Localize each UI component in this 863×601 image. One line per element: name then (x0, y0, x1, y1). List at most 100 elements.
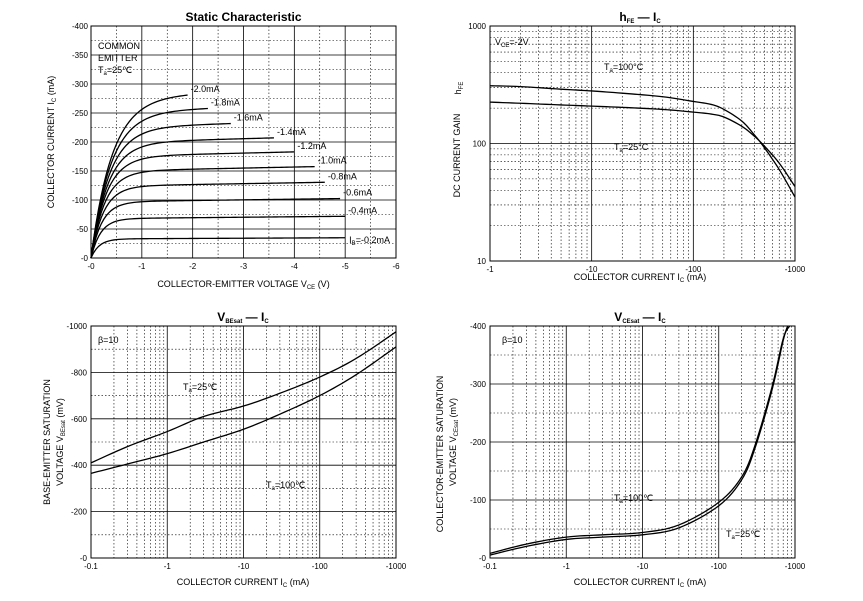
subscript: a (189, 388, 193, 394)
x-tick-label: -100 (685, 265, 702, 274)
label-part: V (217, 310, 225, 324)
label-part: V (614, 310, 622, 324)
x-tick-label: -0 (87, 262, 95, 271)
y-axis-label-line1: COLLECTOR-EMITTER SATURATION (435, 376, 445, 533)
chart-title: VBEsat — IC (217, 310, 269, 325)
x-tick-label: -0.1 (84, 562, 98, 571)
subscript: C (264, 319, 269, 325)
curve-ib--1.4mA (90, 137, 275, 259)
x-tick-label: -4 (291, 262, 299, 271)
vbesat-ic-chart: -0.1 -1 -10 -100 -1000 -0 -200 -400 -600 -800 -100… (42, 310, 407, 589)
label-part: COLLECTOR-EMITTER VOLTAGE V (157, 279, 307, 289)
y-tick-label: -200 (470, 438, 487, 447)
label-part: h (453, 89, 463, 94)
x-tick-label: -10 (637, 562, 649, 571)
y-tick-label: -300 (72, 80, 89, 89)
plot-frame (489, 325, 796, 559)
subscript: C (283, 583, 288, 589)
vcesat-ic-chart: -0.1 -1 -10 -100 -1000-0-100-200-300-400VCEs… (435, 310, 806, 589)
y-axis-symbol: hFE (453, 82, 465, 95)
label-part: =100℃ (623, 493, 653, 503)
label-part: T (726, 529, 732, 539)
curve-label: -1.2mA (297, 141, 326, 151)
x-tick-label: -1 (486, 265, 494, 274)
label-part: COLLECTOR CURRENT I (177, 577, 283, 587)
curve-label: IB=-0.2mA (349, 235, 390, 247)
label-part: (mA) (684, 577, 706, 587)
curve-ib--0.2mA (90, 237, 346, 259)
label-part: T (183, 382, 189, 392)
x-tick-label: -10 (586, 265, 598, 274)
label-part: T (98, 65, 104, 75)
static-characteristic-chart: -0 -1 -2 -3 -4 -5 -6 -0 -50 -100 -150 -200 -250 -300 -… (46, 10, 400, 291)
label-part: =25°C (623, 142, 649, 152)
x-axis-label: COLLECTOR CURRENT IC (mA) (574, 577, 707, 589)
x-axis-label: COLLECTOR CURRENT IC (mA) (574, 272, 707, 284)
curve-label: -1.6mA (234, 113, 263, 123)
x-tick-label: -1 (563, 562, 571, 571)
curve-label: -1.0mA (318, 156, 347, 166)
subscript: FE (459, 82, 465, 90)
curve-Ta=100℃ (489, 325, 789, 556)
label-part: =100℃ (275, 480, 305, 490)
annotation-temp: Ta=25℃ (98, 65, 132, 77)
y-tick-label: -800 (71, 368, 88, 377)
curve-label: -2.0mA (191, 84, 220, 94)
subscript: BEsat (61, 420, 67, 436)
chart-title: VCEsat — IC (614, 310, 666, 325)
y-tick-label: -100 (470, 496, 487, 505)
label-part: (mA) (287, 577, 309, 587)
curve-Ta=100℃ (90, 346, 397, 474)
curve-ib--0.4mA (90, 215, 346, 259)
label-part: I (349, 235, 352, 245)
curve-label: Ta=25℃ (183, 382, 217, 394)
curve-ib--2.0mA (90, 94, 188, 259)
x-tick-label: -5 (342, 262, 350, 271)
curve-Ta=25℃ (489, 101, 796, 187)
y-tick-label: -0 (81, 254, 89, 263)
label-part: (mV) (448, 398, 458, 420)
plot-frame (90, 325, 397, 559)
x-tick-label: -0.1 (483, 562, 497, 571)
chart-title: hFE — IC (619, 10, 661, 25)
label-part: I (658, 310, 661, 324)
label-part: =-0.2mA (356, 235, 390, 245)
curve-label: Ta=25°C (614, 142, 649, 154)
plot-frame (90, 25, 397, 259)
x-tick-label: -2 (189, 262, 197, 271)
y-tick-label: -50 (76, 225, 88, 234)
y-tick-label: -300 (470, 380, 487, 389)
y-tick-label: 100 (473, 140, 487, 149)
label-part: VOLTAGE V (448, 436, 458, 486)
curve-ib--1.8mA (90, 107, 208, 259)
curve-ib--1.6mA (90, 122, 231, 259)
subscript: BEsat (225, 319, 242, 325)
plot-frame (489, 25, 796, 262)
label-part: VOLTAGE V (55, 436, 65, 486)
label-part: COLLECTOR CURRENT I (574, 577, 680, 587)
y-tick-label: -100 (72, 196, 89, 205)
subscript: a (610, 68, 614, 74)
subscript: CEsat (454, 420, 460, 437)
subscript: FE (627, 19, 635, 25)
subscript: C (680, 278, 685, 284)
label-part: (mA) (46, 76, 56, 98)
label-part: COLLECTOR CURRENT I (574, 272, 680, 282)
y-axis-label-line2: VOLTAGE VCEsat (mV) (448, 398, 460, 486)
label-part: V (495, 37, 501, 47)
label-part: — (639, 310, 658, 324)
y-tick-label: -1000 (67, 322, 88, 331)
subscript: B (352, 241, 356, 247)
condition-label: VCE=-2V (495, 37, 529, 49)
x-tick-label: -10 (238, 562, 250, 571)
subscript: a (732, 535, 736, 541)
label-part: T (266, 480, 272, 490)
y-axis-label: DC CURRENT GAIN (452, 114, 462, 198)
subscript: C (52, 97, 58, 102)
y-tick-label: -200 (72, 138, 89, 147)
x-axis-label: COLLECTOR CURRENT IC (mA) (177, 577, 310, 589)
condition-label: β=10 (98, 335, 118, 345)
x-tick-label: -1000 (785, 562, 806, 571)
